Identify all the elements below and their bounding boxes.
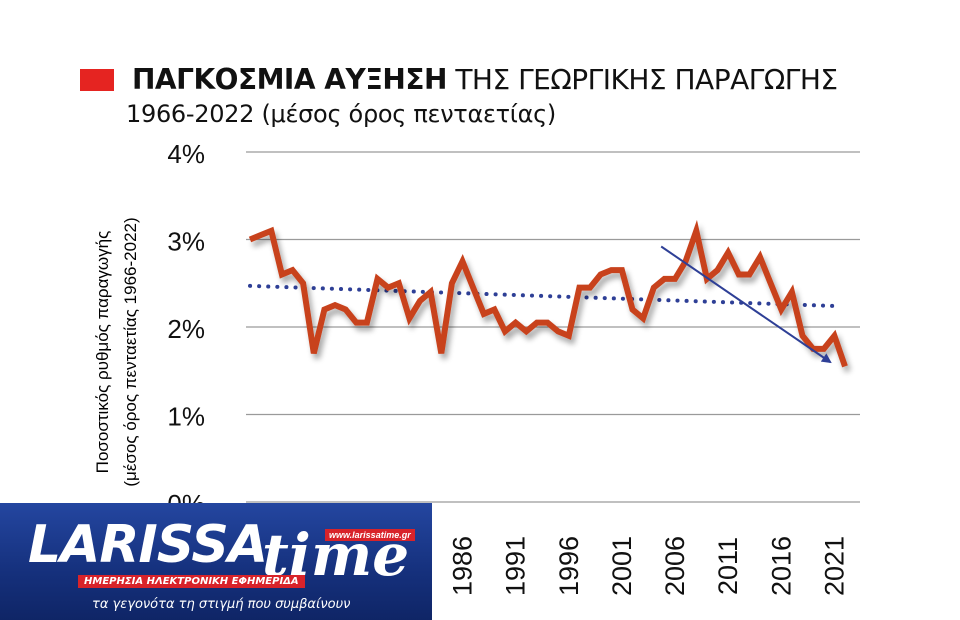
chart-subtitle: 1966-2022 (μέσος όρος πενταετίας) (126, 100, 556, 128)
x-tick-label-4: 2006 (660, 536, 690, 596)
title-marker (80, 69, 114, 91)
chart-title-bold: ΠΑΓΚΟΣΜΙΑ ΑΥΞΗΣΗ (132, 63, 447, 96)
y-tick-label-4: 4% (167, 139, 205, 169)
logo-slogan: τα γεγονότα τη στιγμή που συμβαίνουν (92, 597, 351, 612)
chart-title: ΠΑΓΚΟΣΜΙΑ ΑΥΞΗΣΗ ΤΗΣ ΓΕΩΡΓΙΚΗΣ ΠΑΡΑΓΩΓΗΣ (132, 64, 838, 96)
series-line (248, 219, 848, 368)
y-axis-label-line2: (μέσος όρος πενταετίας 1966-2022) (121, 217, 140, 486)
chart-title-row: ΠΑΓΚΟΣΜΙΑ ΑΥΞΗΣΗ ΤΗΣ ΓΕΩΡΓΙΚΗΣ ΠΑΡΑΓΩΓΗΣ (80, 64, 838, 96)
y-tick-label-3: 3% (167, 227, 205, 257)
x-tick-label-7: 2021 (819, 536, 849, 596)
publisher-logo: LARISSA time www.larissatime.gr ΗΜΕΡΗΣΙΑ… (0, 503, 432, 620)
decline-arrow (660, 245, 832, 364)
chart-title-rest: ΤΗΣ ΓΕΩΡΓΙΚΗΣ ΠΑΡΑΓΩΓΗΣ (455, 63, 838, 96)
x-tick-label-6: 2016 (766, 536, 796, 596)
x-tick-label-0: 1986 (448, 536, 478, 596)
logo-tagline: ΗΜΕΡΗΣΙΑ ΗΛΕΚΤΡΟΝΙΚΗ ΕΦΗΜΕΡΙΔΑ (78, 575, 305, 588)
y-tick-label-1: 1% (167, 402, 205, 432)
x-tick-label-5: 2011 (713, 537, 743, 595)
x-tick-label-2: 1996 (554, 536, 584, 596)
trendline (248, 283, 837, 308)
logo-url: www.larissatime.gr (325, 529, 415, 541)
y-tick-label-2: 2% (167, 314, 205, 344)
logo-name-main: LARISSA (28, 515, 268, 575)
x-tick-label-3: 2001 (607, 536, 637, 596)
y-axis-label-line1: Ποσοστικός ρυθμός παραγωγής (93, 231, 112, 474)
x-tick-label-1: 1991 (501, 536, 531, 596)
